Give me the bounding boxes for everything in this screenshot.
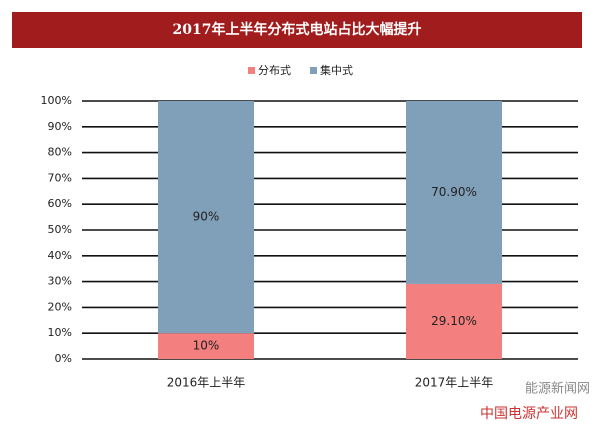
- value-label: 10%: [193, 339, 220, 353]
- y-tick-label: 10%: [48, 326, 72, 339]
- x-tick-label: 2017年上半年: [415, 376, 494, 390]
- watermark: 中国电源产业网: [480, 406, 578, 422]
- bar-segment: [406, 101, 502, 284]
- y-tick-label: 80%: [48, 146, 72, 159]
- y-tick-label: 20%: [48, 300, 72, 313]
- value-label: 70.90%: [431, 185, 477, 199]
- bar-segment: [406, 283, 502, 359]
- legend-label: 分布式: [258, 64, 291, 77]
- legend-label: 集中式: [320, 63, 353, 77]
- y-tick-label: 30%: [48, 275, 72, 288]
- legend-swatch: [310, 67, 317, 74]
- y-tick-label: 0%: [55, 352, 72, 365]
- title-bar: [12, 12, 582, 48]
- value-label: 90%: [193, 210, 220, 224]
- y-tick-label: 70%: [48, 171, 72, 184]
- y-tick-label: 40%: [48, 249, 72, 262]
- bar-segment: [158, 333, 254, 359]
- watermark: 能源新闻网: [525, 381, 590, 397]
- y-tick-label: 90%: [48, 120, 72, 133]
- x-tick-label: 2016年上半年: [167, 376, 246, 390]
- chart-title: 2017年上半年分布式电站占比大幅提升: [173, 21, 422, 38]
- legend-swatch: [248, 67, 255, 74]
- value-label: 29.10%: [431, 314, 477, 328]
- y-tick-label: 100%: [41, 94, 72, 107]
- bar-segment: [158, 101, 254, 334]
- y-tick-label: 50%: [48, 223, 72, 236]
- y-tick-label: 60%: [48, 197, 72, 210]
